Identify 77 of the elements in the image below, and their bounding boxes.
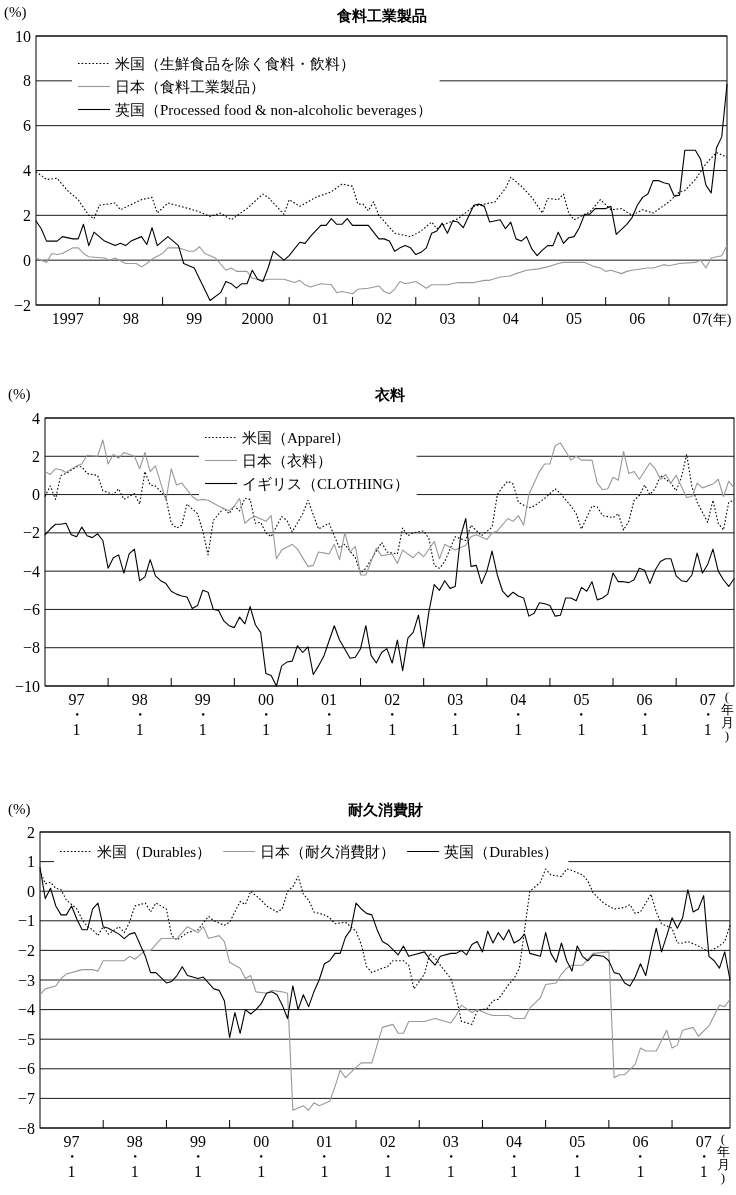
y-tick-label: −2 bbox=[13, 296, 31, 314]
x-tick-label: 00 ・ 1 bbox=[253, 1133, 270, 1180]
x-tick-label: 97 ・ 1 bbox=[68, 691, 85, 738]
x-axis-title: (年月) bbox=[716, 1131, 730, 1185]
legend-label: イギリス（CLOTHING） bbox=[242, 475, 409, 492]
x-tick-label: 00 ・ 1 bbox=[257, 691, 274, 738]
x-tick-label: 06 ・ 1 bbox=[636, 691, 653, 738]
y-tick-label: 2 bbox=[23, 206, 31, 224]
chart-title: 耐久消費財 bbox=[347, 801, 423, 818]
y-tick-label: 2 bbox=[27, 823, 35, 841]
x-tick-label: 99 ・ 1 bbox=[194, 691, 211, 738]
x-tick-label: 07 ・ 1 bbox=[695, 1133, 712, 1180]
x-tick-label: 07 ・ 1 bbox=[699, 691, 716, 738]
x-tick-label: 97 ・ 1 bbox=[63, 1133, 80, 1180]
x-tick-label: 1997 bbox=[51, 310, 84, 327]
y-tick-label: −7 bbox=[17, 1089, 35, 1107]
legend-label: 英国（Durables） bbox=[444, 843, 559, 860]
x-tick-label: 02 ・ 1 bbox=[379, 1133, 396, 1180]
y-tick-label: −8 bbox=[17, 1119, 35, 1137]
y-tick-label: 4 bbox=[23, 162, 31, 179]
legend-label: 日本（耐久消費財） bbox=[260, 843, 396, 860]
x-tick-label: 05 ・ 1 bbox=[573, 691, 590, 738]
legend-label: 米国（Apparel） bbox=[242, 429, 351, 446]
y-tick-label: −6 bbox=[17, 1060, 35, 1078]
x-axis-title: (年) bbox=[708, 312, 732, 328]
x-tick-label: 04 ・ 1 bbox=[510, 691, 527, 738]
y-tick-label: 10 bbox=[15, 27, 31, 45]
x-tick-label: 06 ・ 1 bbox=[632, 1133, 649, 1180]
x-tick-label: 98 ・ 1 bbox=[126, 1133, 143, 1180]
y-tick-label: −6 bbox=[22, 600, 40, 618]
x-tick-label: 01 bbox=[312, 310, 329, 327]
y-tick-label: −2 bbox=[17, 941, 35, 959]
x-tick-label: 01 ・ 1 bbox=[321, 691, 338, 738]
x-tick-label: 04 ・ 1 bbox=[506, 1133, 523, 1180]
y-tick-label: −2 bbox=[22, 524, 40, 542]
x-tick-label: 02 ・ 1 bbox=[384, 691, 401, 738]
x-tick-label: 03 ・ 1 bbox=[442, 1133, 459, 1180]
legend-label: 米国（Durables） bbox=[97, 843, 212, 860]
x-axis-title: (年月) bbox=[720, 689, 734, 743]
legend-label: 米国（生鮮食品を除く食料・飲料） bbox=[115, 55, 355, 72]
x-tick-label: 03 bbox=[439, 310, 456, 327]
legend-label: 日本（衣料） bbox=[242, 452, 332, 469]
y-axis-title: (%) bbox=[4, 4, 27, 21]
x-tick-label: 05 bbox=[566, 310, 583, 327]
y-tick-label: 6 bbox=[23, 117, 31, 135]
y-tick-label: 4 bbox=[32, 409, 40, 427]
x-tick-label: 07 bbox=[692, 310, 709, 327]
x-tick-label: 2000 bbox=[241, 310, 274, 327]
chart-title: 食料工業製品 bbox=[335, 7, 427, 24]
y-tick-label: −1 bbox=[17, 912, 35, 930]
y-tick-label: −4 bbox=[17, 1001, 35, 1019]
x-tick-label: 98 ・ 1 bbox=[131, 691, 148, 738]
x-tick-label: 05 ・ 1 bbox=[569, 1133, 586, 1180]
y-tick-label: −10 bbox=[14, 677, 40, 695]
legend-label: 日本（食料工業製品） bbox=[115, 78, 265, 95]
y-tick-label: −4 bbox=[22, 562, 40, 580]
y-tick-label: −8 bbox=[22, 639, 40, 657]
x-tick-label: 02 bbox=[376, 310, 393, 327]
y-tick-label: −3 bbox=[17, 971, 35, 989]
x-tick-label: 06 bbox=[629, 310, 646, 327]
y-tick-label: 0 bbox=[32, 486, 40, 504]
y-axis-title: (%) bbox=[8, 386, 31, 403]
y-axis-title: (%) bbox=[8, 801, 31, 818]
x-tick-label: 98 bbox=[122, 310, 139, 327]
chart-title: 衣料 bbox=[373, 386, 405, 403]
y-tick-label: 8 bbox=[23, 72, 31, 90]
y-tick-label: 2 bbox=[32, 447, 40, 465]
y-tick-label: 0 bbox=[23, 251, 31, 269]
x-tick-label: 99 bbox=[186, 310, 203, 327]
x-tick-label: 01 ・ 1 bbox=[316, 1133, 333, 1180]
y-tick-label: 1 bbox=[27, 853, 35, 871]
x-tick-label: 03 ・ 1 bbox=[447, 691, 464, 738]
x-tick-label: 04 bbox=[502, 310, 519, 327]
y-tick-label: −5 bbox=[17, 1030, 35, 1048]
x-tick-label: 99 ・ 1 bbox=[190, 1133, 207, 1180]
y-tick-label: 0 bbox=[27, 882, 35, 900]
legend-label: 英国（Processed food & non-alcoholic beverages） bbox=[115, 101, 432, 118]
